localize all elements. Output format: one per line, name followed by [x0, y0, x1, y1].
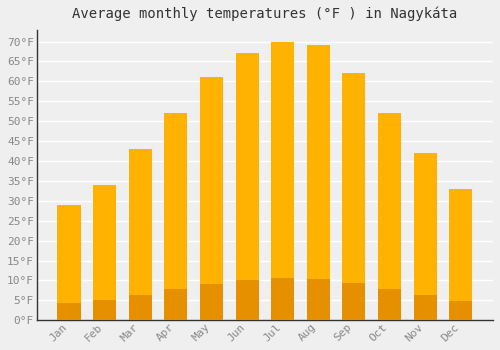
Bar [236, 54, 258, 320]
Bar [58, 303, 80, 320]
Bar [236, 280, 258, 320]
Bar [449, 301, 472, 320]
Bar [414, 153, 436, 320]
Bar [271, 279, 294, 320]
Bar [414, 295, 436, 320]
Bar [306, 279, 330, 320]
Bar [164, 113, 188, 320]
Bar [93, 300, 116, 320]
Bar [200, 77, 223, 320]
Bar [449, 189, 472, 320]
Bar [342, 283, 365, 320]
Bar [128, 295, 152, 320]
Bar [271, 42, 294, 320]
Bar [378, 289, 401, 320]
Bar [200, 284, 223, 320]
Bar [164, 289, 188, 320]
Bar [93, 185, 116, 320]
Bar [378, 113, 401, 320]
Bar [58, 205, 80, 320]
Bar [306, 46, 330, 320]
Bar [128, 149, 152, 320]
Title: Average monthly temperatures (°F ) in Nagykáta: Average monthly temperatures (°F ) in Na… [72, 7, 458, 21]
Bar [342, 74, 365, 320]
